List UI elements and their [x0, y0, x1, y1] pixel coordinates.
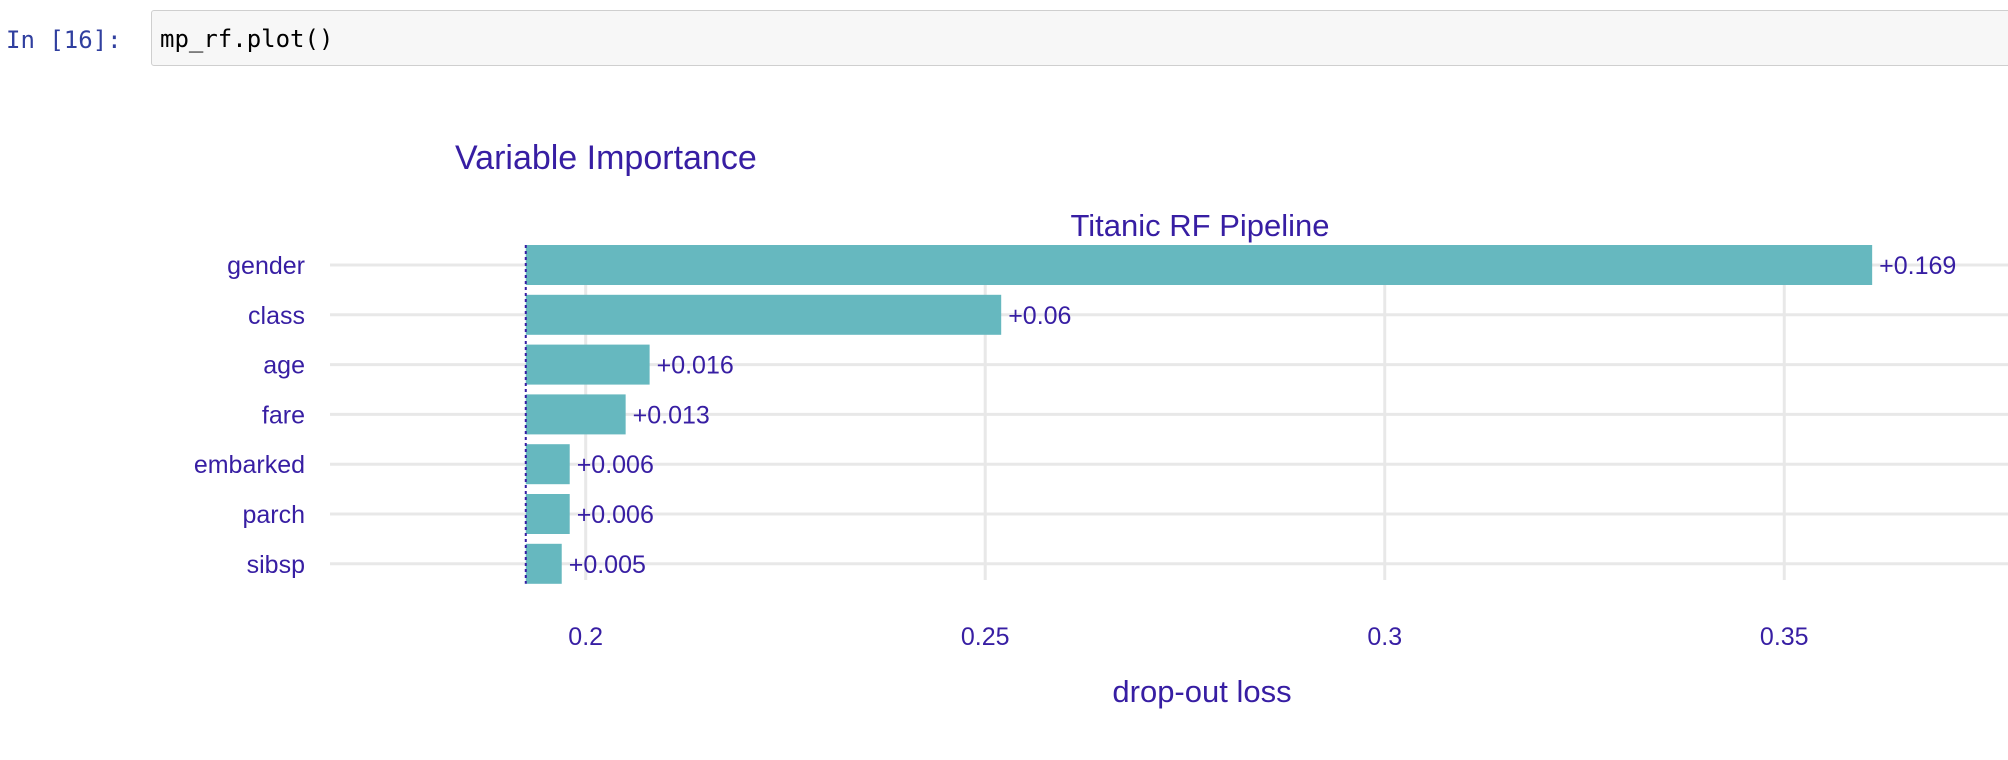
- labels-layer: +0.169 +0.06 +0.016 +0.013 +0.006 +0.006 +0.00…: [569, 252, 1957, 579]
- x-tick-labels: 0.2 0.25 0.3 0.35: [568, 623, 1808, 651]
- category-label-embarked: embarked: [194, 451, 305, 479]
- bar-gender: [525, 245, 1873, 285]
- bar-age: [525, 344, 650, 385]
- category-label-sibsp: sibsp: [247, 551, 305, 579]
- code-text: mp_rf.plot(): [160, 25, 334, 53]
- category-label-age: age: [263, 352, 305, 380]
- bar-label-sibsp: +0.005: [569, 551, 646, 579]
- category-labels: gender class age fare embarked parch sibsp: [194, 252, 305, 579]
- x-tick-label-0: 0.2: [568, 623, 603, 651]
- bar-label-class: +0.06: [1008, 302, 1071, 330]
- category-label-parch: parch: [242, 501, 305, 529]
- bar-label-parch: +0.006: [577, 501, 654, 529]
- x-tick-label-1: 0.25: [961, 623, 1010, 651]
- code-cell-input[interactable]: mp_rf.plot(): [151, 10, 2008, 66]
- category-label-fare: fare: [262, 401, 305, 429]
- chart-subtitle: Titanic RF Pipeline: [1070, 208, 1329, 243]
- bar-label-embarked: +0.006: [577, 451, 654, 479]
- bar-label-gender: +0.169: [1879, 252, 1956, 280]
- x-axis-label: drop-out loss: [1112, 674, 1291, 709]
- bar-class: [525, 294, 1002, 335]
- category-label-gender: gender: [227, 252, 305, 280]
- x-tick-label-3: 0.35: [1760, 623, 1809, 651]
- category-label-class: class: [248, 302, 305, 330]
- chart-title: Variable Importance: [455, 139, 757, 177]
- bar-parch: [525, 494, 570, 534]
- bar-label-fare: +0.013: [633, 401, 710, 429]
- x-tick-label-2: 0.3: [1367, 623, 1402, 651]
- bar-embarked: [525, 444, 570, 485]
- bar-fare: [525, 394, 626, 435]
- bars-layer: [525, 245, 1873, 584]
- bar-label-age: +0.016: [657, 352, 734, 380]
- bar-sibsp: [525, 543, 562, 584]
- cell-prompt: In [16]:: [6, 26, 122, 54]
- variable-importance-chart: +0.169 +0.06 +0.016 +0.013 +0.006 +0.006 +0.00…: [194, 139, 2008, 709]
